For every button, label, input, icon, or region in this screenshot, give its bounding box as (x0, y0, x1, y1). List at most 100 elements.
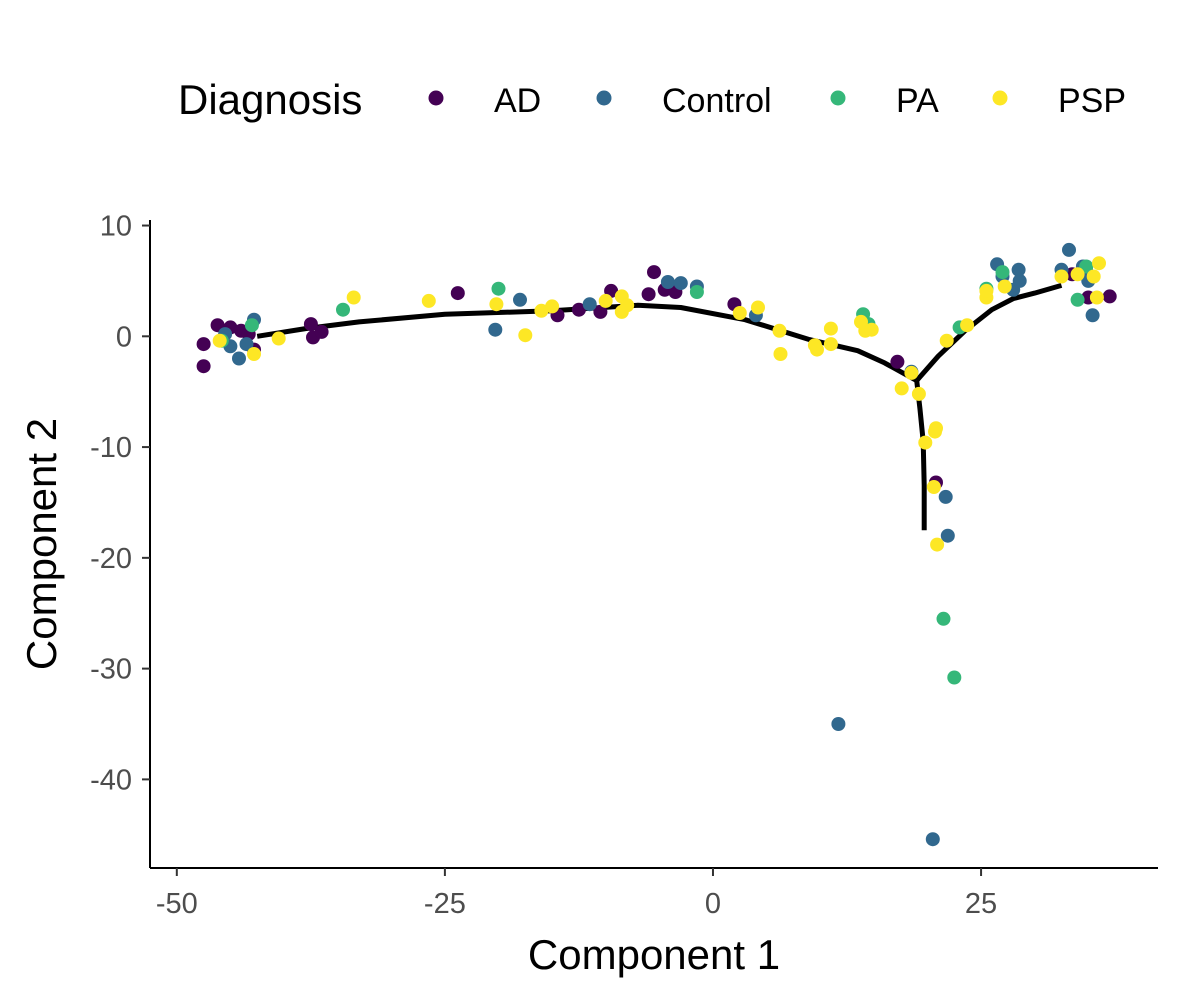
data-point-psp (979, 283, 994, 298)
y-tick-label: 10 (100, 211, 132, 243)
data-point-psp (929, 421, 943, 436)
data-point-psp (1054, 269, 1069, 284)
data-point-psp (1086, 269, 1101, 284)
data-point-pa (244, 318, 259, 333)
data-point-ad (196, 359, 211, 374)
data-point-pa (336, 302, 350, 317)
trajectory-lower-branch (914, 380, 927, 531)
data-point-psp (864, 322, 879, 337)
data-point-pa (936, 611, 951, 626)
data-point-ad (571, 302, 586, 317)
data-point-control (488, 322, 503, 337)
data-point-ad (593, 304, 608, 319)
y-axis-ticks: 10 0 -10 -20 -30 -40 (90, 211, 150, 796)
legend-marker-psp (992, 90, 1008, 106)
data-point-psp (271, 331, 286, 346)
data-point-pa (1070, 292, 1085, 307)
data-point-psp (823, 321, 838, 336)
data-point-psp (911, 386, 926, 401)
data-point-psp (751, 300, 765, 315)
data-point-control (582, 297, 597, 312)
data-point-control (232, 351, 246, 366)
legend-label-ad: AD (494, 82, 541, 120)
data-point-control (1085, 308, 1100, 323)
data-point-psp (620, 298, 635, 313)
data-point-control (940, 528, 955, 543)
y-axis-title: Component 2 (18, 418, 65, 670)
data-point-control (239, 337, 254, 352)
x-axis-title: Component 1 (528, 931, 780, 978)
data-point-control (1012, 273, 1027, 288)
data-point-pa (491, 281, 506, 296)
data-point-psp (534, 303, 549, 318)
data-point-ad (303, 317, 318, 332)
data-point-psp (918, 435, 933, 450)
data-point-ad (1102, 289, 1117, 304)
data-point-psp (810, 342, 824, 357)
y-tick-label: -30 (90, 654, 132, 686)
data-point-pa (689, 285, 704, 299)
data-point-ad (890, 354, 905, 369)
data-point-psp (926, 480, 941, 494)
data-point-control (513, 292, 527, 307)
data-point-psp (346, 290, 361, 305)
data-point-psp (1089, 290, 1104, 305)
data-point-psp (1092, 256, 1106, 271)
data-point-ad (196, 337, 211, 352)
x-axis-ticks: -50 -25 0 25 (156, 868, 997, 920)
data-point-ad (314, 324, 329, 339)
data-points (196, 242, 1117, 847)
data-point-psp (997, 279, 1012, 294)
y-tick-label: -10 (90, 432, 132, 464)
data-point-pa (947, 670, 962, 685)
x-tick-label: -25 (424, 888, 466, 920)
legend-marker-control (596, 90, 612, 106)
legend-marker-ad (428, 90, 444, 106)
data-point-psp (545, 299, 560, 314)
legend: Diagnosis AD Control PA PSP (178, 76, 1126, 123)
axes: -50 -25 0 25 10 0 -10 -20 -30 -40 (90, 211, 1158, 920)
data-point-psp (1070, 267, 1085, 282)
series-psp (212, 256, 1106, 552)
data-point-ad (647, 265, 661, 280)
data-point-control (673, 276, 688, 291)
trajectory-upper-branch (914, 282, 1063, 383)
data-point-psp (489, 297, 504, 312)
data-point-psp (894, 381, 909, 396)
legend-title: Diagnosis (178, 76, 362, 123)
data-point-control (1062, 242, 1076, 257)
data-point-control (660, 275, 675, 289)
data-point-psp (904, 365, 919, 380)
legend-label-control: Control (662, 82, 772, 120)
data-point-psp (732, 306, 747, 320)
series-ad (196, 265, 1117, 490)
y-tick-label: -20 (90, 543, 132, 575)
data-point-psp (518, 328, 533, 343)
data-point-psp (930, 537, 945, 552)
data-point-control (831, 717, 846, 731)
data-point-psp (823, 337, 838, 352)
data-point-psp (212, 333, 227, 348)
legend-label-pa: PA (896, 82, 939, 120)
x-tick-label: 0 (705, 888, 721, 920)
data-point-psp (773, 347, 788, 361)
data-point-ad (641, 287, 656, 302)
data-point-psp (247, 347, 261, 361)
data-point-control (1011, 262, 1026, 277)
data-point-control (925, 832, 940, 847)
data-point-control (938, 489, 953, 504)
y-tick-label: -40 (90, 764, 132, 796)
trajectory-main-branch (256, 302, 918, 383)
y-tick-label: 0 (116, 321, 132, 353)
data-point-psp (772, 323, 787, 338)
data-point-psp (598, 293, 613, 308)
series-control (218, 242, 1100, 847)
data-point-pa (995, 265, 1010, 280)
data-point-psp (421, 293, 436, 308)
data-point-ad (450, 286, 465, 301)
legend-label-psp: PSP (1058, 82, 1126, 120)
legend-marker-pa (830, 90, 846, 106)
x-tick-label: 25 (965, 888, 997, 920)
x-tick-label: -50 (156, 888, 198, 920)
